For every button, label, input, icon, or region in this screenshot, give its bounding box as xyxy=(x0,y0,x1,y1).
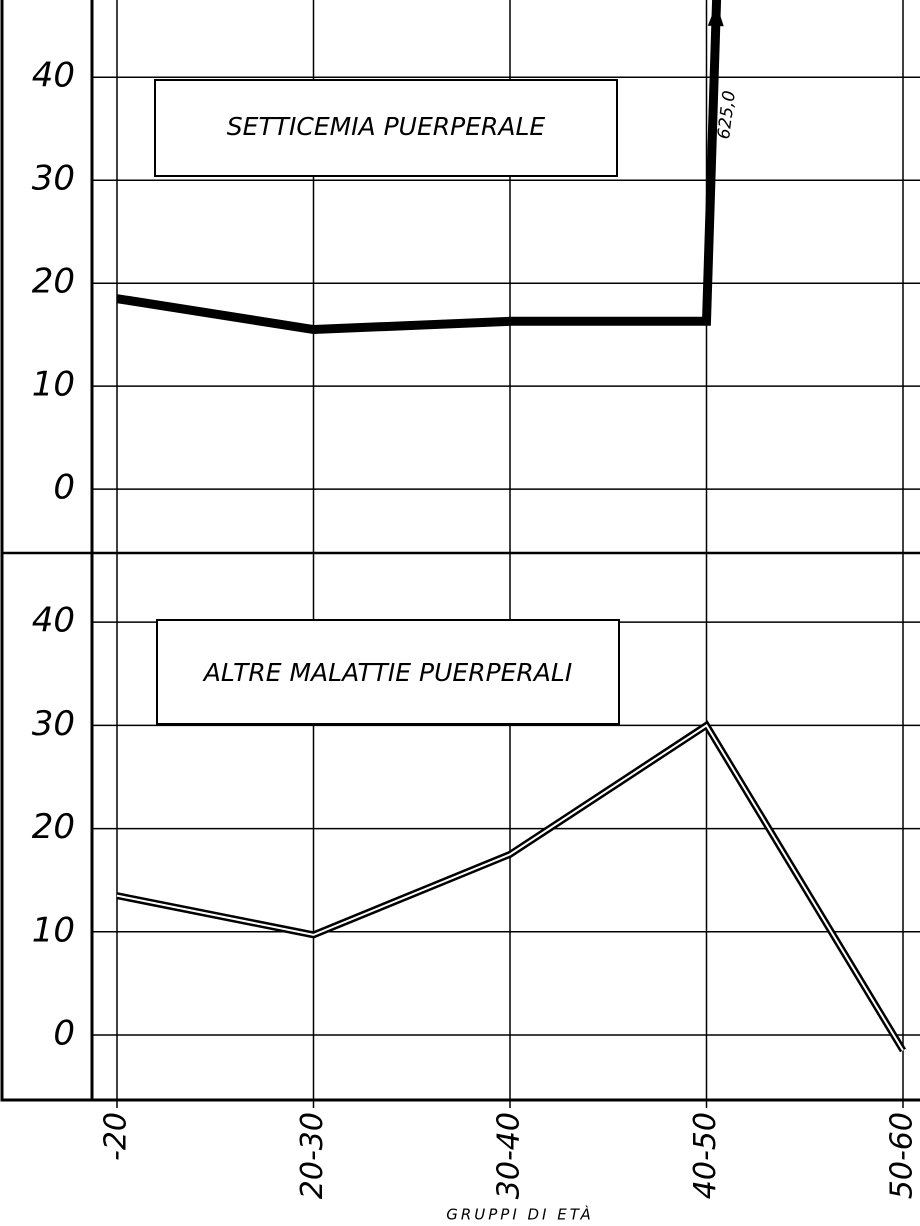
x-axis-label: GRUPPI DI ETÀ xyxy=(446,1205,594,1224)
y-tick-label: 20 xyxy=(32,807,75,847)
arrowhead xyxy=(707,4,724,27)
x-tick-label: 30-40 xyxy=(492,1112,527,1199)
line xyxy=(116,0,722,335)
x-tick-label: -20 xyxy=(99,1112,134,1161)
y-tick-label: 20 xyxy=(32,262,75,302)
y-tick-label: 10 xyxy=(32,910,75,950)
x-tick-label: 20-30 xyxy=(295,1112,330,1199)
y-tick-label: 0 xyxy=(53,468,75,508)
frame xyxy=(0,0,920,1102)
line-inner xyxy=(116,723,904,1051)
title-box xyxy=(156,619,620,725)
x-tick-label: 40-50 xyxy=(688,1112,723,1199)
series xyxy=(116,720,906,1053)
x-tick-label: 50-60 xyxy=(885,1112,920,1199)
marks: 625,0 xyxy=(116,0,906,1053)
title-box xyxy=(154,79,618,177)
y-tick-label: 0 xyxy=(53,1013,75,1053)
panel-title: ALTRE MALATTIE PUERPERALI xyxy=(202,658,572,687)
y-tick-label: 40 xyxy=(32,601,75,641)
panel-title: SETTICEMIA PUERPERALE xyxy=(227,112,546,141)
y-tick-label: 30 xyxy=(32,159,75,199)
y-tick-label: 30 xyxy=(32,704,75,744)
series xyxy=(116,0,722,335)
y-tick-label: 40 xyxy=(32,56,75,96)
y-tick-label: 10 xyxy=(32,365,75,405)
